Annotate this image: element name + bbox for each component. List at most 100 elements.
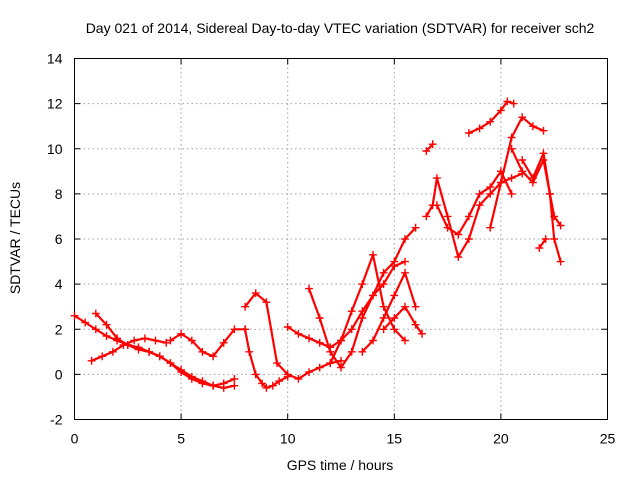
series-track-line <box>361 271 417 353</box>
data-point <box>379 280 388 288</box>
data-point <box>241 325 249 334</box>
data-point <box>130 336 139 345</box>
series-track-12 <box>422 169 527 261</box>
data-point <box>535 244 544 252</box>
data-point <box>262 298 271 307</box>
data-point <box>411 223 420 232</box>
data-point <box>475 190 484 198</box>
data-point <box>294 329 303 338</box>
data-point <box>443 223 452 232</box>
data-point <box>369 291 377 300</box>
x-tick-label: 20 <box>493 431 509 447</box>
data-point <box>162 338 171 347</box>
series-track-line <box>425 143 434 153</box>
data-point <box>390 257 399 266</box>
data-point <box>337 363 345 372</box>
data-point <box>177 329 185 338</box>
data-point <box>347 307 356 316</box>
y-tick-label: 0 <box>55 366 63 382</box>
series-track-line <box>435 170 513 236</box>
data-point <box>283 372 292 381</box>
data-point <box>141 334 149 343</box>
data-point <box>465 235 473 243</box>
data-point <box>518 167 527 176</box>
series-track-line <box>521 152 562 263</box>
data-point <box>433 174 441 182</box>
data-point <box>390 325 399 334</box>
data-point <box>219 384 228 392</box>
series-track-9 <box>326 250 409 367</box>
data-point <box>305 368 313 376</box>
data-point <box>379 302 388 311</box>
data-point <box>418 329 426 338</box>
data-point <box>273 359 281 367</box>
x-tick-label: 0 <box>71 431 79 447</box>
data-point <box>134 345 143 354</box>
data-point <box>486 117 495 126</box>
x-axis-label: GPS time / hours <box>287 457 394 473</box>
series-track-10 <box>358 268 420 356</box>
series-track-4 <box>166 325 249 361</box>
y-tick-label: 2 <box>55 321 63 337</box>
data-series <box>70 97 565 392</box>
data-point <box>305 284 313 293</box>
data-point <box>187 336 196 345</box>
data-point <box>155 352 164 361</box>
data-point <box>507 174 516 182</box>
data-point <box>422 212 431 221</box>
data-point <box>198 347 207 356</box>
data-point <box>337 356 345 365</box>
data-point <box>401 235 409 243</box>
data-point <box>454 230 463 239</box>
data-point <box>390 314 399 322</box>
data-point <box>102 320 111 329</box>
data-point <box>102 332 111 340</box>
data-point <box>454 253 463 261</box>
data-point <box>541 235 550 243</box>
data-point <box>258 379 266 388</box>
data-point <box>428 140 437 149</box>
y-tick-label: 4 <box>55 276 63 292</box>
data-point <box>119 341 128 349</box>
series-track-16 <box>507 144 565 230</box>
data-point <box>390 291 399 300</box>
data-point <box>509 99 518 108</box>
data-point <box>465 129 473 137</box>
series-track-19 <box>535 235 550 252</box>
data-point <box>145 347 153 356</box>
data-point <box>198 379 207 388</box>
series-track-17 <box>518 149 565 266</box>
data-point <box>475 201 484 210</box>
y-tick-label: 14 <box>47 51 63 67</box>
series-track-7 <box>283 257 409 352</box>
data-point <box>507 133 516 142</box>
series-track-line <box>307 226 417 369</box>
data-point <box>91 309 100 318</box>
data-point <box>486 223 495 232</box>
data-point <box>305 334 313 343</box>
data-point <box>347 325 356 334</box>
data-point <box>262 384 271 392</box>
data-point <box>166 336 175 345</box>
data-point <box>91 325 100 334</box>
y-tick-label: -2 <box>50 412 63 428</box>
data-point <box>411 320 420 329</box>
data-point <box>337 336 345 345</box>
data-point <box>98 352 107 361</box>
data-point <box>230 375 239 383</box>
series-track-5 <box>241 289 345 383</box>
series-track-line <box>169 328 247 358</box>
data-point <box>443 212 452 221</box>
data-point <box>379 325 388 334</box>
data-point <box>546 190 554 198</box>
data-point <box>268 381 277 390</box>
data-point <box>507 190 516 198</box>
data-point <box>539 126 548 135</box>
data-point <box>529 122 537 131</box>
data-point <box>401 257 409 266</box>
data-point <box>379 268 388 277</box>
x-tick-label: 10 <box>280 431 296 447</box>
series-track-13 <box>433 167 516 239</box>
data-point <box>529 174 537 182</box>
